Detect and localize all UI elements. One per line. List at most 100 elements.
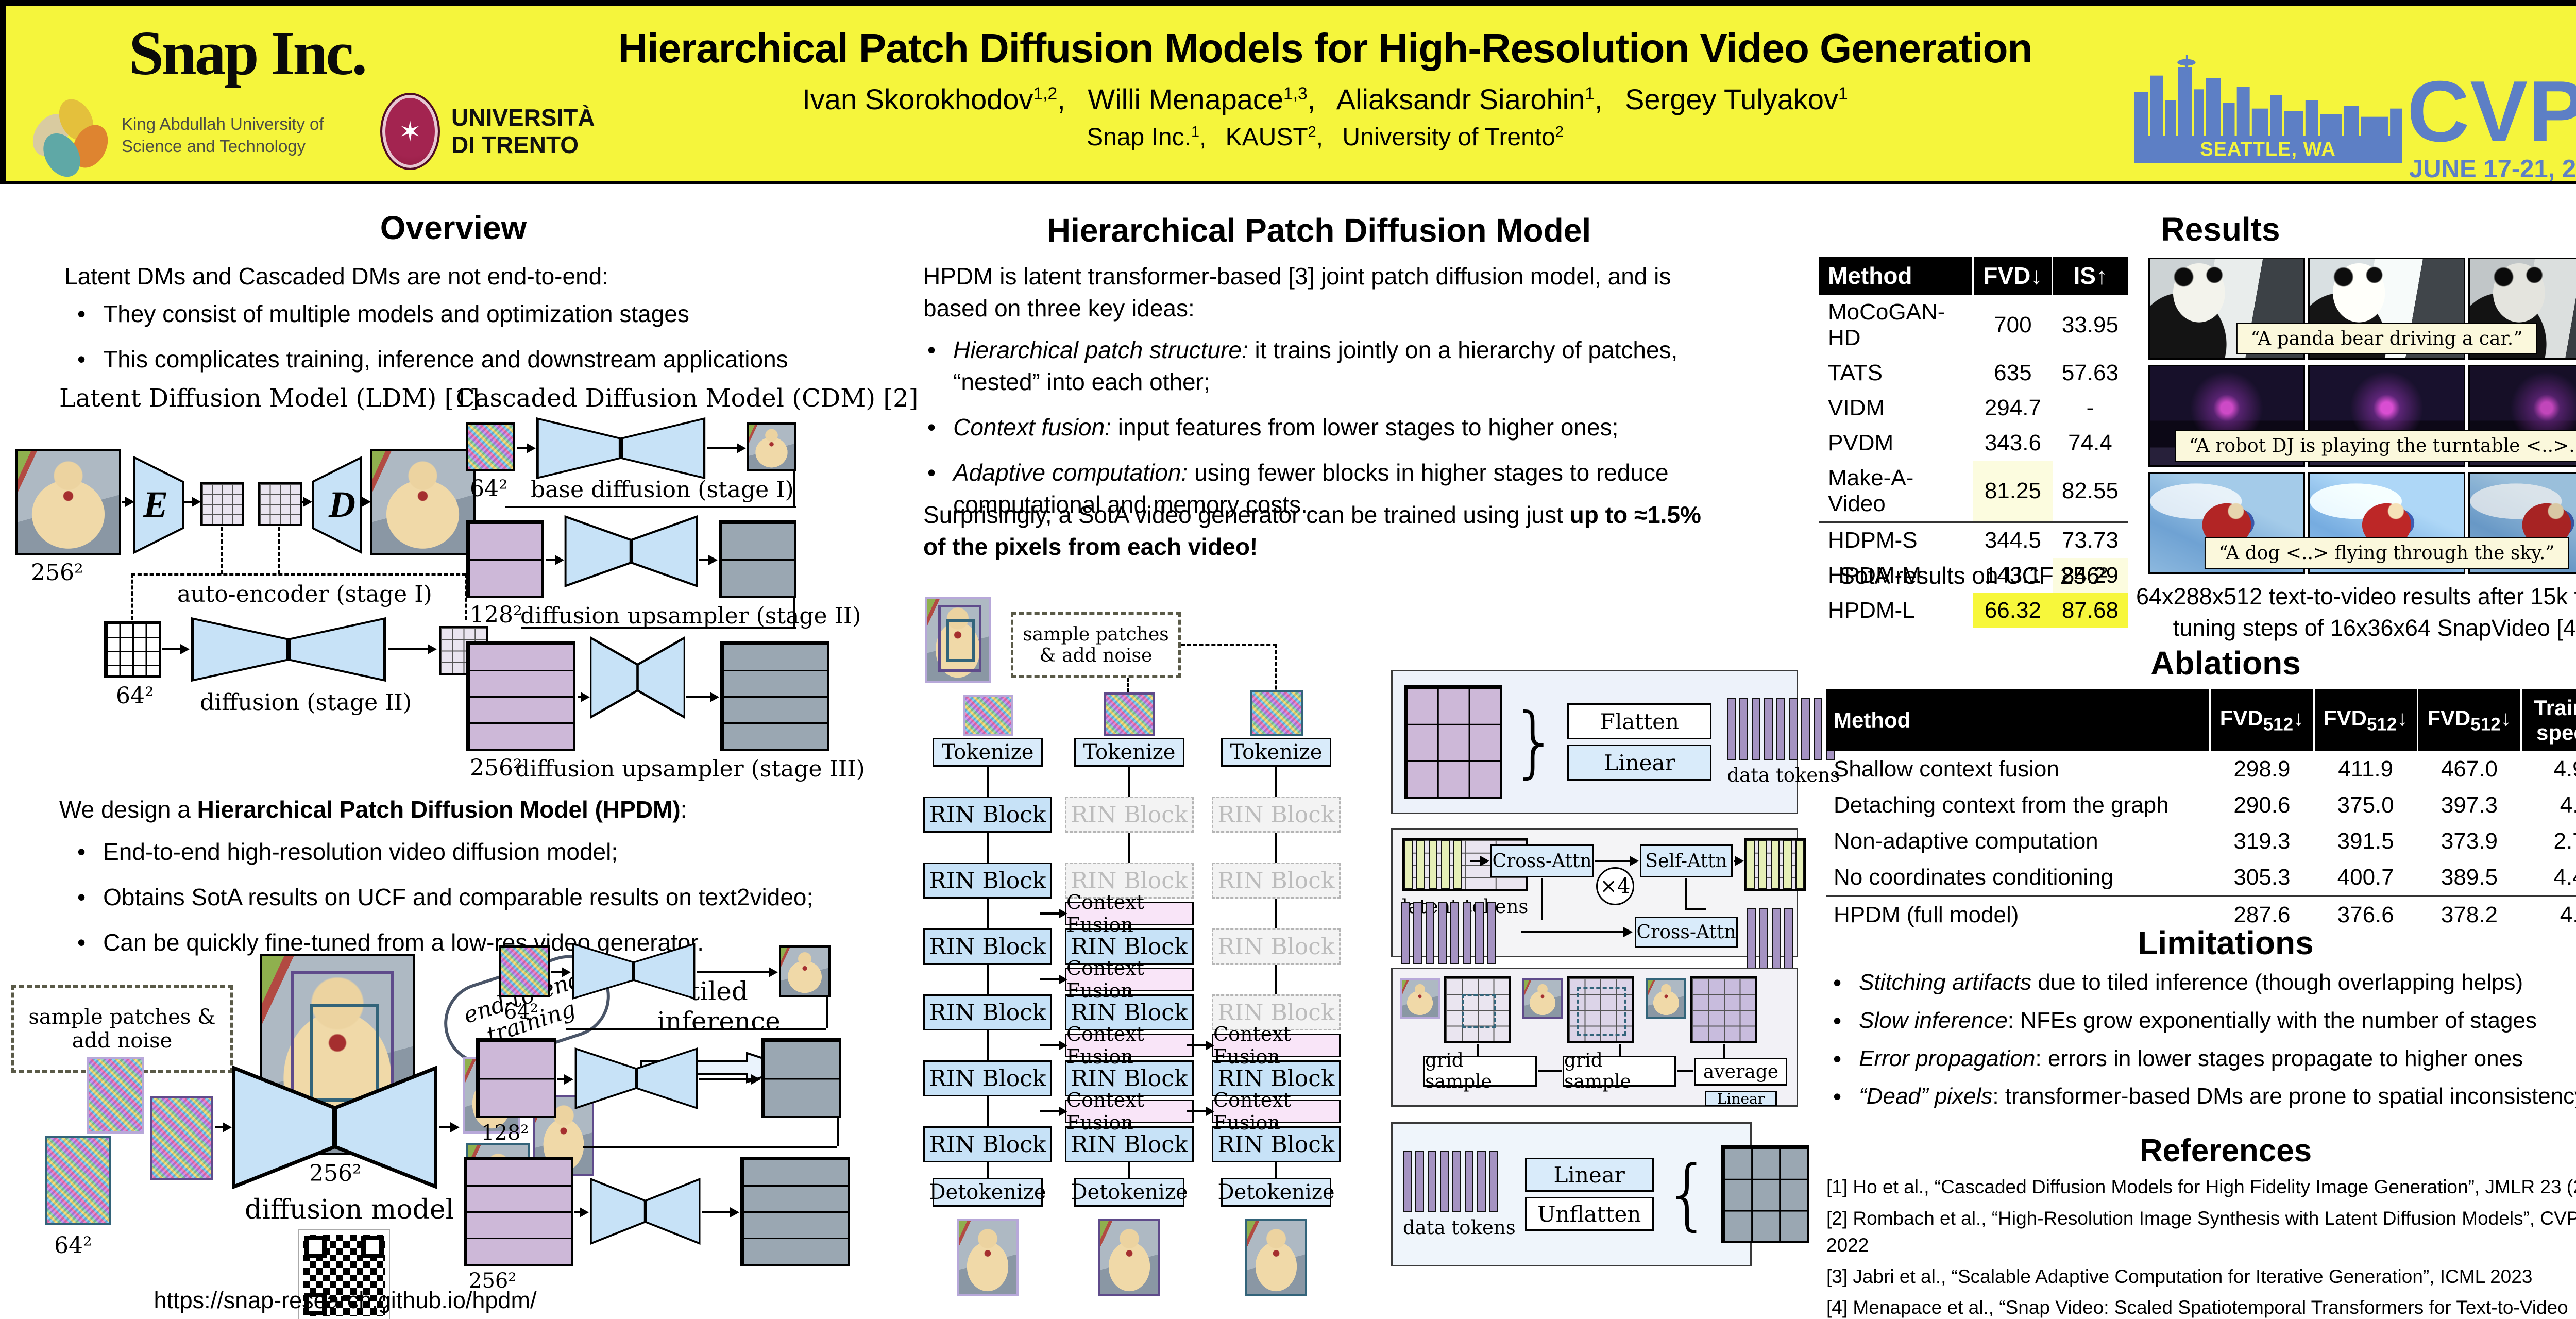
column-header-sub: 512 <box>2263 714 2294 735</box>
cell-method: Non-adaptive computation <box>1834 828 2098 854</box>
author-sup: 1 <box>1838 84 1848 104</box>
pyramid-arrow <box>702 1207 739 1217</box>
trento-logo-text: UNIVERSITÀ DI TRENTO <box>451 104 595 158</box>
video-caption: 64x288x512 text-to-video results after 1… <box>2136 583 2576 641</box>
cell-method: VIDM <box>1828 395 1885 420</box>
unflatten-box: Unflatten <box>1524 1197 1654 1231</box>
context-fusion-box: Context Fusion <box>1187 1023 1341 1068</box>
hpdm-slot: Detokenize <box>1209 1162 1343 1207</box>
list-item-lead: Adaptive computation: <box>953 459 1188 486</box>
reference-item: [2] Rombach et al., “High-Resolution Ima… <box>1826 1207 2576 1256</box>
pyramid-output <box>740 1157 850 1266</box>
cell-value: 290.6 <box>2233 792 2291 818</box>
cell-value: 411.9 <box>2338 756 2394 782</box>
context-fusion-detail-panel: grid sample grid sample average Linear <box>1391 968 1798 1107</box>
cell-value: 298.9 <box>2233 756 2291 782</box>
references-heading: References <box>2139 1133 2312 1169</box>
training-patch-res: 64² <box>54 1232 92 1259</box>
flatten-box: Flatten <box>1567 703 1712 739</box>
cell-is: 74.4 <box>2068 430 2112 455</box>
hpdm-slot: Tokenize <box>1062 738 1196 767</box>
pyramid-output <box>761 1038 841 1118</box>
cdm-elbow-v <box>793 471 795 506</box>
rin-block-ghost-box: RIN Block <box>1212 928 1341 965</box>
pyramid-arrow <box>557 1074 573 1085</box>
list-item: Adaptive computation: using fewer blocks… <box>927 456 1723 520</box>
context-fusion-box: Context Fusion <box>1040 957 1194 1002</box>
cell-method: HPDM (full model) <box>1826 895 2210 933</box>
cf-grid-1 <box>1444 976 1511 1043</box>
affiliation: University of Trento <box>1342 124 1555 151</box>
cdm-diffusion-shape <box>564 515 698 587</box>
author: Ivan Skorokhodov <box>802 83 1033 115</box>
cell-value: 305.3 <box>2233 865 2291 890</box>
tokenize-box: Tokenize <box>1074 738 1184 767</box>
cvpr-logo-text: CVPR <box>2407 63 2576 160</box>
data-tokens-bars2 <box>1401 902 1514 964</box>
limitations-bullets: Stitching artifacts due to tiled inferen… <box>1833 968 2576 1120</box>
table-row: Non-adaptive computation 319.3 391.5 373.9 2… <box>1826 823 2576 859</box>
method-intro: HPDM is latent transformer-based [3] joi… <box>923 263 1671 322</box>
hpdm-slot: Context Fusion RIN Block <box>1040 1023 1196 1096</box>
brace-icon2: { <box>1663 1149 1713 1239</box>
affiliation-sup: 1 <box>1191 124 1199 140</box>
ldm-encoder-shape <box>133 456 184 554</box>
training-patch-64-a <box>87 1057 144 1134</box>
cell-value: 375.0 <box>2337 792 2394 818</box>
cell-value: 4.4 <box>2560 792 2576 818</box>
detokenize-box: Detokenize <box>929 1178 1046 1207</box>
ldm-title: Latent Diffusion Model (LDM) [1] <box>59 384 480 413</box>
author-sup: 1 <box>1585 84 1595 104</box>
rin-block-box: RIN Block <box>923 1126 1052 1162</box>
cvpr-city-band: SEATTLE, WA <box>2134 136 2402 163</box>
project-url[interactable]: https://snap-research.github.io/hpdm/ <box>154 1287 537 1313</box>
author: Willi Menapace <box>1088 83 1284 115</box>
cell-value: 2.73 <box>2553 828 2576 854</box>
x4-badge: ×4 <box>1596 867 1634 905</box>
qr-code <box>298 1229 390 1319</box>
cdm-noise-input <box>466 520 544 598</box>
cell-fvd: 635 <box>1994 360 2032 385</box>
surprise-statement: Surprisingly, a SotA video generator can… <box>923 499 1719 563</box>
affiliation-sup: 2 <box>1555 124 1564 140</box>
list-item: They consist of multiple models and opti… <box>77 298 845 330</box>
hpdm-slot: RIN Block <box>1062 833 1196 899</box>
rin-block-ghost-box: RIN Block <box>1065 797 1194 833</box>
pyramid-arrow <box>699 1074 760 1085</box>
hpdm-slot: Tokenize <box>1209 738 1343 767</box>
pyramid-elbow-h <box>566 1028 826 1030</box>
affiliation: KAUST <box>1225 124 1308 151</box>
table-row: TATS 635 57.63 <box>1819 356 2128 391</box>
ablations-heading: Ablations <box>2150 645 2301 682</box>
cdm-stage-label: diffusion upsampler (stage II) <box>520 603 861 629</box>
list-item: “Dead” pixels: transformer-based DMs are… <box>1833 1081 2576 1112</box>
cdm-elbow-h <box>521 627 796 629</box>
author-list: Ivan Skorokhodov1,2, Willi Menapace1,3, … <box>802 83 1848 115</box>
table-row: Detaching context from the graph 290.6 375… <box>1826 787 2576 823</box>
cell-fvd: 343.6 <box>1984 430 2041 455</box>
list-item-text: Can be quickly fine-tuned from a low-res… <box>103 929 704 956</box>
reference-item: [3] Jabri et al., “Scalable Adaptive Com… <box>1826 1265 2533 1287</box>
ldm-encoder-label: E <box>143 484 168 525</box>
hpdm-output-patch <box>1245 1219 1307 1296</box>
training-sample-note: sample patches & add noise <box>11 985 233 1073</box>
list-item: Context fusion: input features from lowe… <box>927 411 1723 443</box>
list-item: Hierarchical patch structure: it trains … <box>927 334 1723 398</box>
list-item-text: Error propagation: errors in lower stage… <box>1859 1045 2523 1071</box>
cdm-noise-input <box>466 641 575 751</box>
list-item-lead: Error propagation <box>1859 1045 2036 1071</box>
table-row: No coordinates conditioning 305.3 400.7 389… <box>1826 859 2576 897</box>
hpdm-column: Tokenize RIN Block RIN Block Context Fusion… <box>1040 738 1196 1296</box>
rin-block-box: RIN Block <box>923 797 1052 833</box>
cell-method: Detaching context from the graph <box>1834 792 2169 818</box>
rin-block-ghost-box: RIN Block <box>1212 797 1341 833</box>
rin-block-ghost-box: RIN Block <box>1212 863 1341 899</box>
list-item: Obtains SotA results on UCF and comparab… <box>77 881 850 913</box>
cell-is: 84.29 <box>2052 558 2128 593</box>
context-fusion-box: Context Fusion <box>1187 1089 1341 1134</box>
cell-value: 397.3 <box>2441 792 2498 818</box>
column-header: Method <box>1819 257 1973 295</box>
cell-fvd: 81.25 <box>1973 461 2053 522</box>
